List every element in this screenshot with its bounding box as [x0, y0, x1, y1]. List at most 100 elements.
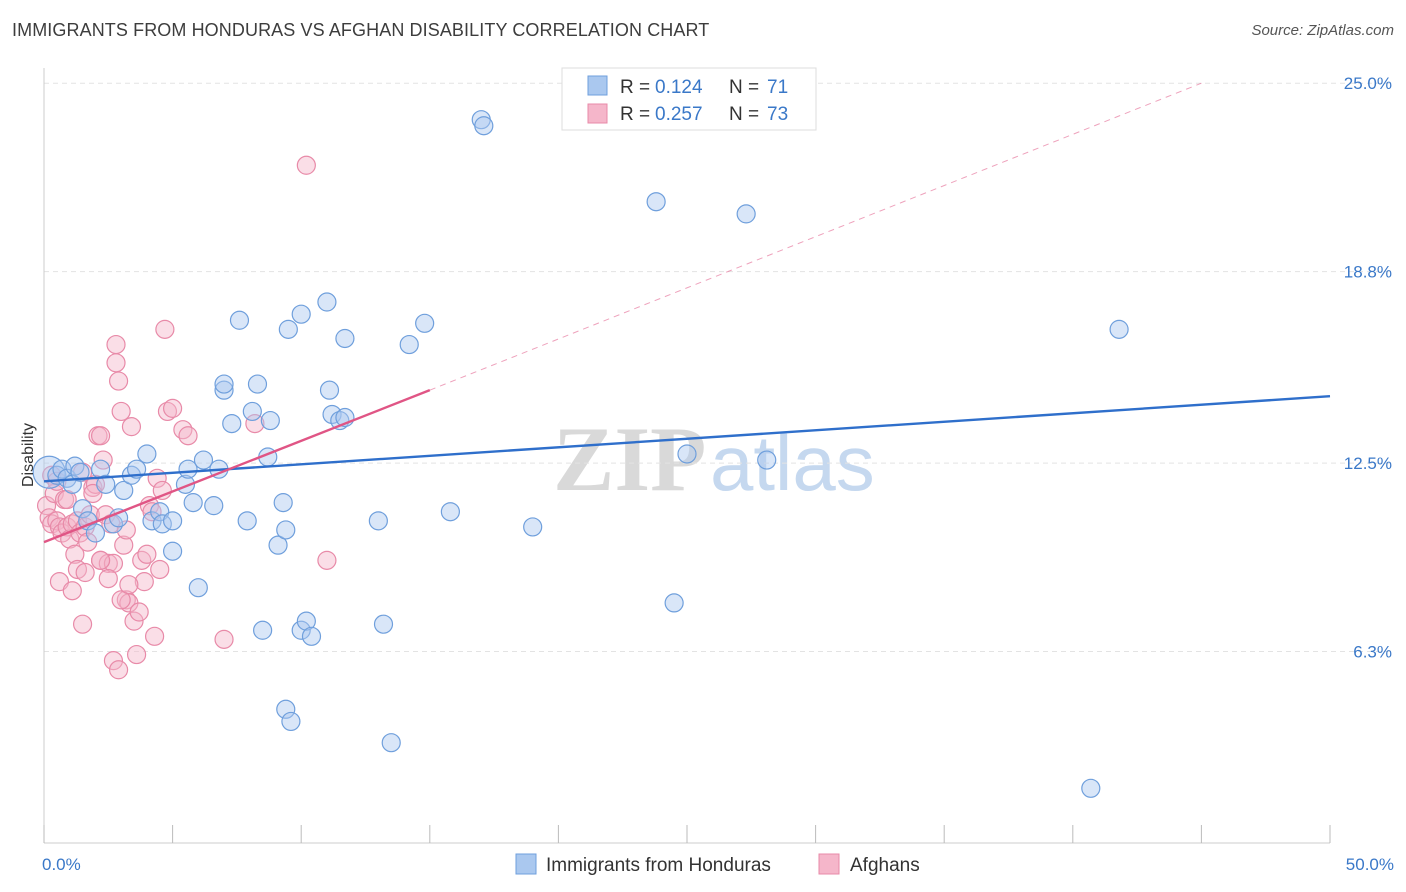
legend-r-label-blue: R =	[620, 77, 650, 98]
afghans-point	[126, 644, 147, 665]
afghans-point	[111, 401, 131, 422]
x-tick-labels: 0.0% 50.0%	[42, 855, 1394, 874]
bottom-legend-swatch-pink	[818, 853, 840, 875]
afghans-point	[106, 334, 126, 355]
afghans-point	[317, 550, 337, 570]
legend-n-label-pink: N =	[729, 104, 759, 125]
honduras-point	[260, 410, 280, 431]
afghans-point	[121, 417, 142, 437]
honduras-point	[85, 523, 106, 543]
afghans-point	[98, 553, 118, 573]
afghans-point	[72, 614, 93, 634]
honduras-point	[373, 614, 394, 634]
honduras-point	[214, 380, 234, 400]
honduras-point	[1081, 778, 1101, 798]
honduras-point	[276, 699, 296, 719]
honduras-point	[204, 496, 224, 516]
legend-r-value-pink: 0.257	[655, 104, 703, 125]
afghans-point	[75, 562, 95, 583]
afghans-point	[178, 426, 198, 446]
legend-n-value-blue: 71	[767, 77, 788, 98]
honduras-point	[368, 511, 388, 531]
y-tick-label: 25.0%	[1344, 74, 1392, 93]
afghans-point	[124, 611, 144, 631]
honduras-point	[247, 374, 268, 394]
honduras-point	[242, 401, 262, 422]
x-tick-label: 50.0%	[1346, 855, 1394, 874]
afghans-point	[67, 559, 88, 580]
afghans-point	[245, 413, 265, 434]
y-tick-label: 18.8%	[1344, 263, 1392, 282]
honduras-point	[296, 611, 316, 631]
honduras-point	[677, 444, 697, 464]
afghans-point	[119, 575, 139, 595]
legend-r-label-pink: R =	[620, 104, 650, 125]
honduras-point	[126, 459, 147, 479]
honduras-point	[72, 499, 93, 519]
afghans-trend-line	[43, 389, 431, 544]
honduras-point	[222, 413, 242, 434]
afghans-point	[137, 544, 157, 564]
x-tick-label: 0.0%	[42, 855, 81, 874]
afghans-point	[129, 602, 149, 622]
legend-r-value-blue: 0.124	[655, 77, 703, 98]
afghans-point	[90, 426, 111, 446]
honduras-point	[188, 578, 208, 598]
honduras-point	[440, 502, 460, 522]
honduras-point	[276, 520, 296, 540]
afghans-point	[65, 544, 85, 564]
honduras-point	[96, 474, 116, 494]
honduras-point	[317, 292, 337, 312]
y-tick-label: 6.3%	[1353, 643, 1392, 662]
legend-n-label-blue: N =	[729, 77, 759, 98]
afghans-point	[62, 581, 82, 601]
honduras-point	[163, 511, 183, 531]
watermark-zip: ZIP	[553, 408, 706, 510]
afghans-point	[155, 319, 175, 339]
honduras-trend-line	[43, 395, 1331, 483]
honduras-point	[523, 517, 543, 537]
honduras-point	[193, 450, 214, 470]
honduras-point	[278, 319, 298, 339]
honduras-point	[335, 328, 355, 349]
legend-swatch-pink	[587, 103, 608, 124]
y-tick-label: 12.5%	[1344, 454, 1392, 473]
afghans-point	[103, 651, 124, 671]
legend-swatch-blue	[587, 75, 608, 96]
honduras-point	[65, 456, 85, 476]
honduras-point	[664, 593, 684, 613]
honduras-point	[273, 493, 293, 513]
honduras-point	[381, 733, 401, 753]
bottom-legend-label-afghans: Afghans	[850, 855, 920, 876]
afghans-point	[132, 550, 152, 570]
correlation-legend: R = 0.124 N = 71 R = 0.257 N = 73	[561, 67, 817, 131]
afghans-point	[116, 590, 136, 610]
afghans-point	[296, 155, 316, 175]
honduras-point	[178, 459, 198, 479]
afghans-point	[144, 626, 165, 646]
honduras-point	[291, 620, 311, 640]
afghans-point	[163, 398, 183, 418]
honduras-point	[399, 334, 419, 355]
y-tick-labels: 6.3% 12.5% 18.8% 25.0%	[1344, 74, 1392, 661]
trend-lines	[43, 82, 1331, 544]
afghans-point	[108, 660, 129, 680]
honduras-point	[114, 480, 134, 501]
honduras-point	[163, 541, 183, 561]
honduras-point	[646, 192, 666, 212]
honduras-point	[291, 304, 311, 324]
axes	[43, 68, 1331, 844]
honduras-point	[237, 511, 257, 531]
honduras-point	[281, 711, 301, 732]
honduras-point	[736, 204, 756, 224]
honduras-point	[474, 116, 494, 136]
afghans-point	[134, 572, 154, 592]
y-axis-label: Disability	[20, 423, 37, 487]
afghans-point	[90, 550, 111, 570]
afghans-point	[98, 568, 118, 589]
afghans-point	[114, 535, 134, 555]
chart-title: IMMIGRANTS FROM HONDURAS VS AFGHAN DISAB…	[12, 20, 710, 40]
honduras-point	[70, 462, 90, 482]
afghans-point	[150, 559, 170, 580]
afghans-point	[106, 353, 126, 373]
